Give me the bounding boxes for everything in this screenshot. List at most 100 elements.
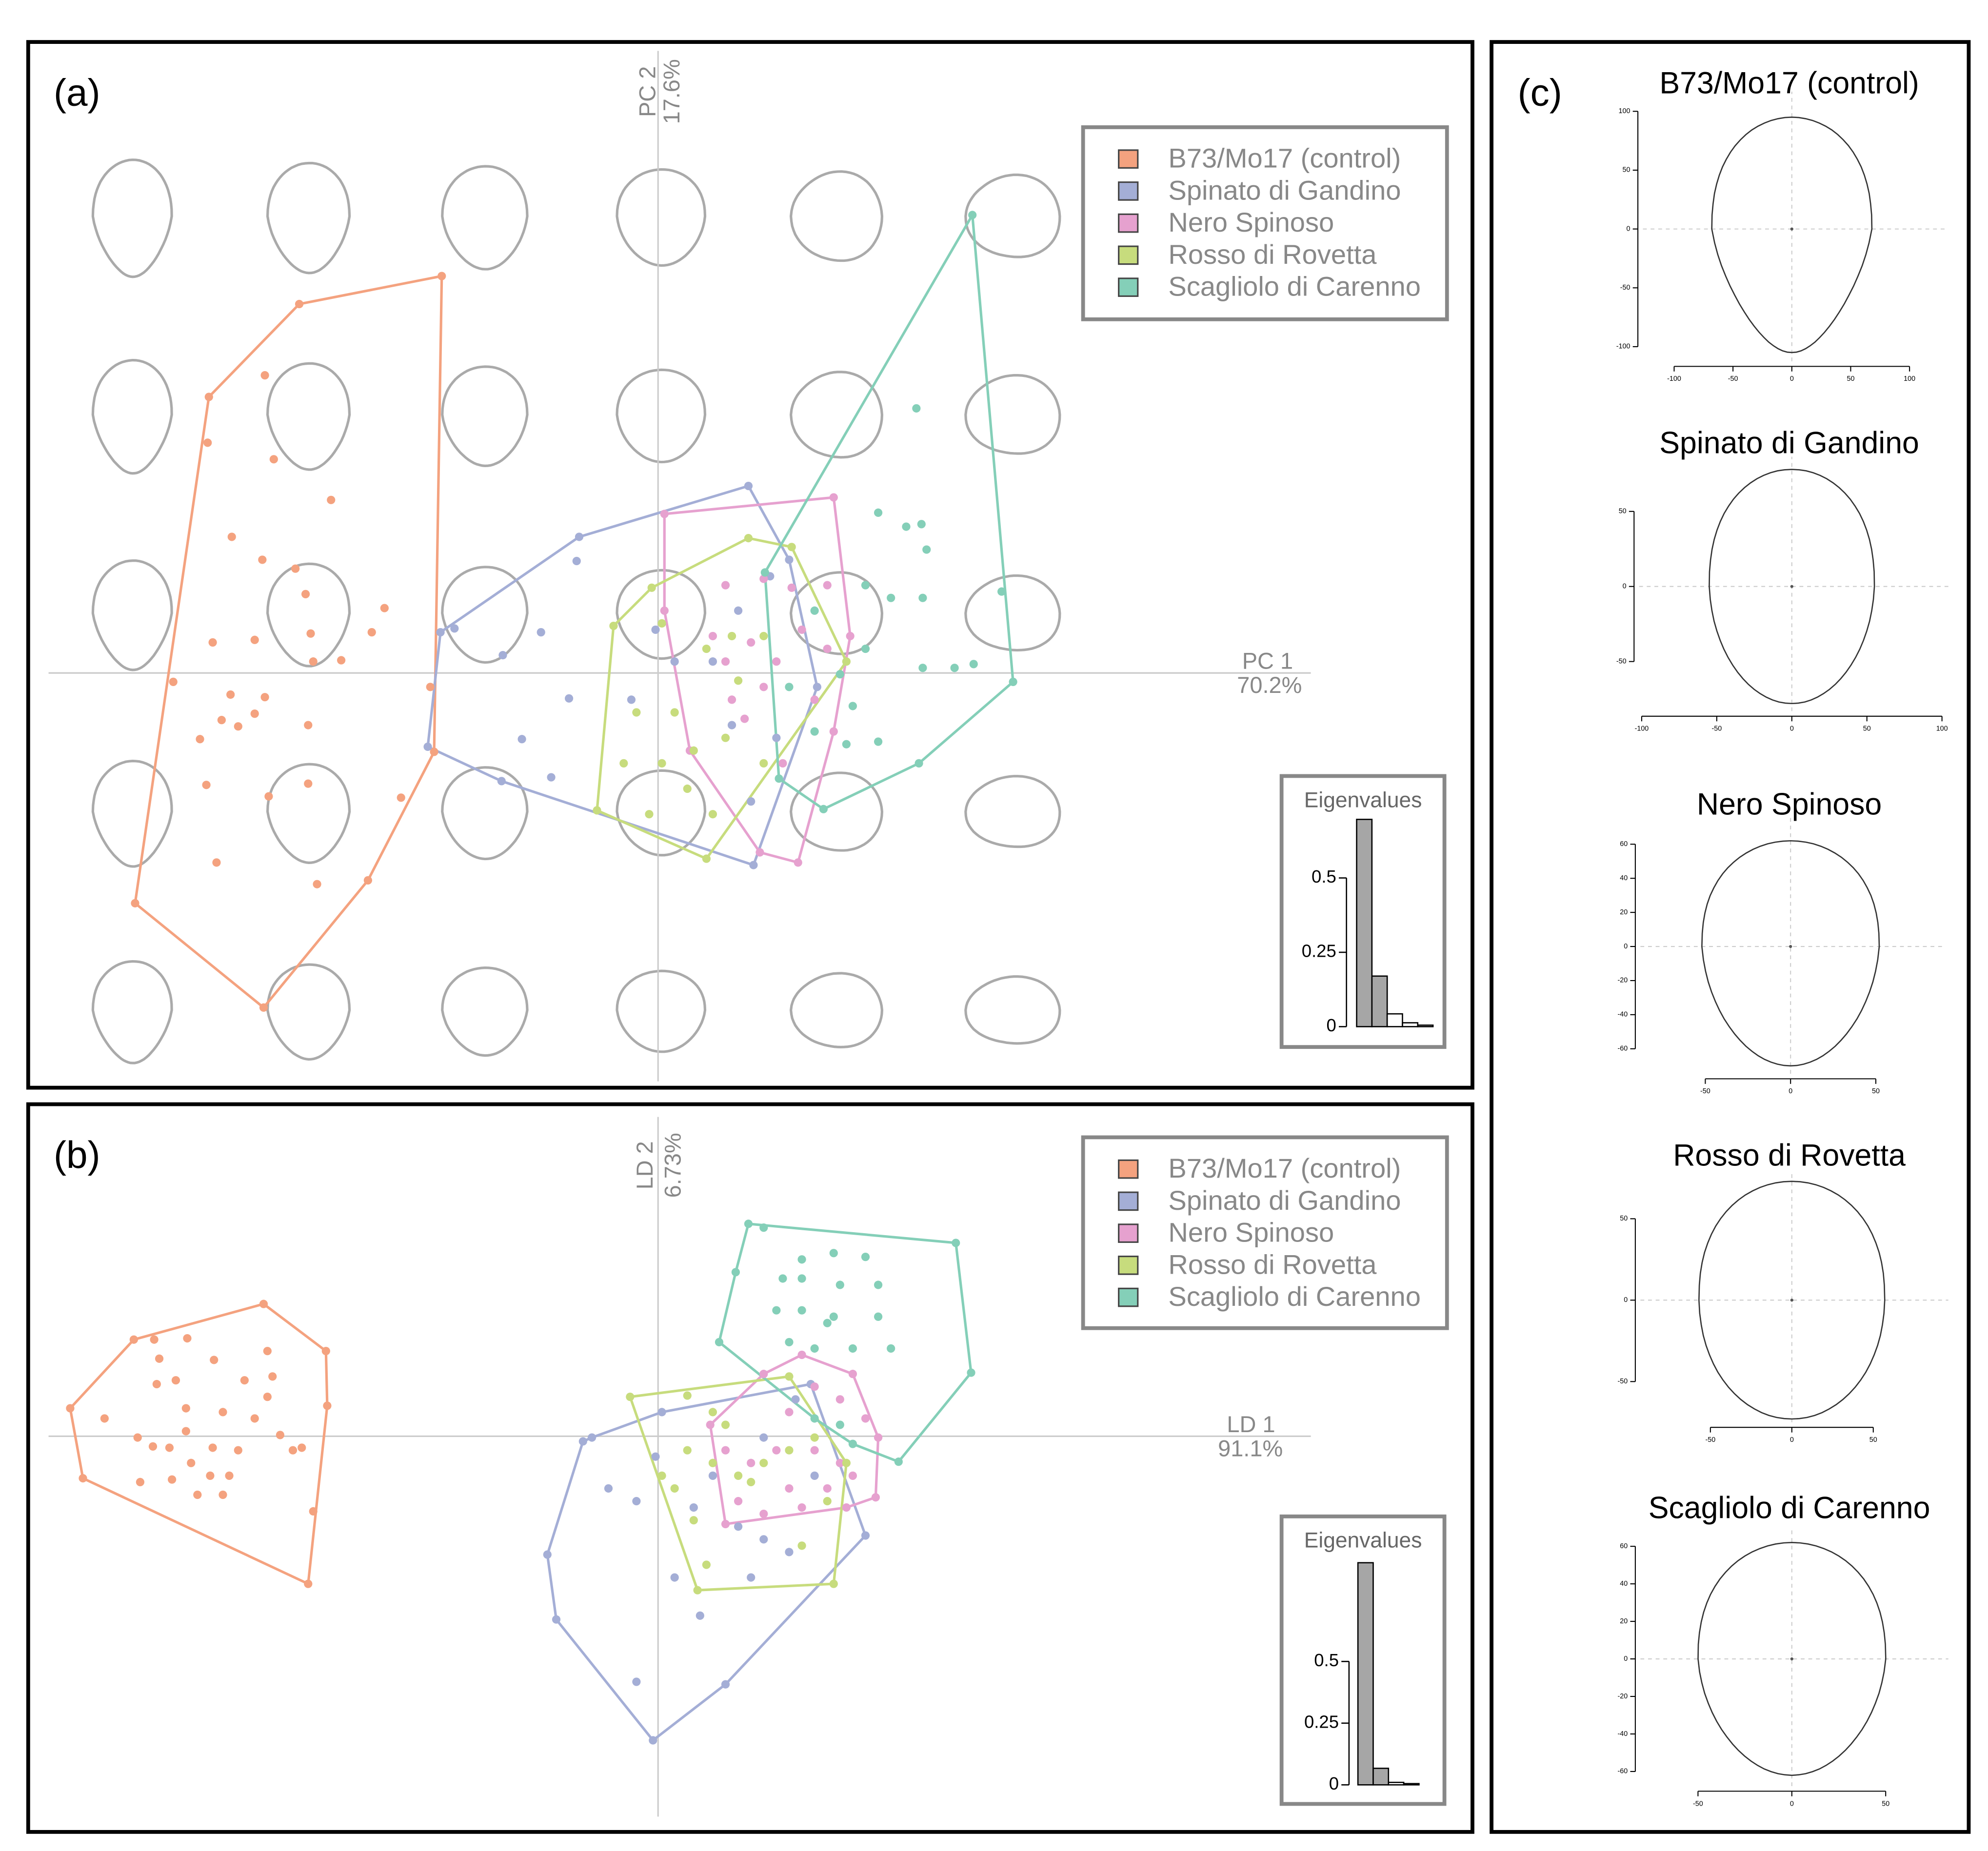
point — [327, 495, 336, 504]
legend-label: Nero Spinoso — [1168, 207, 1334, 237]
point — [276, 1431, 284, 1439]
x-tick-label: 0 — [1790, 1800, 1794, 1808]
point — [861, 1253, 870, 1261]
point — [772, 1446, 781, 1455]
y-tick-label: 0 — [1624, 943, 1628, 950]
point — [208, 1443, 217, 1452]
point — [702, 1560, 711, 1569]
point — [914, 759, 923, 768]
shape-outline — [789, 972, 884, 1049]
point — [152, 1379, 161, 1389]
x-tick-label: 100 — [1936, 725, 1948, 733]
y-axis-label: PC 2 — [634, 66, 660, 117]
point — [651, 1452, 660, 1461]
y-tick-label: 60 — [1620, 1542, 1628, 1550]
point — [874, 1433, 883, 1442]
point — [657, 759, 666, 768]
y-tick-label: 50 — [1619, 508, 1627, 515]
point — [250, 635, 259, 644]
point — [657, 1471, 666, 1480]
mean-shape — [1698, 1181, 1886, 1420]
point — [269, 455, 278, 464]
shape-outline — [441, 365, 529, 468]
y-tick-label: -40 — [1618, 1730, 1628, 1738]
point — [823, 581, 832, 590]
point — [208, 638, 217, 647]
point — [874, 508, 883, 517]
point — [708, 1471, 717, 1480]
point — [747, 1458, 755, 1467]
shape-outline — [616, 368, 707, 464]
point — [708, 657, 717, 666]
legend-box — [1081, 1135, 1449, 1330]
point — [689, 1503, 698, 1512]
bar — [1417, 1024, 1434, 1027]
point — [744, 533, 753, 543]
point — [721, 657, 730, 666]
point — [683, 1391, 692, 1400]
centroid — [1790, 585, 1793, 588]
point — [823, 1484, 832, 1493]
point — [842, 1503, 851, 1512]
point — [759, 1223, 768, 1232]
hull — [628, 1375, 848, 1592]
point — [268, 1372, 277, 1381]
point — [689, 746, 698, 755]
legend-label: Spinato di Gandino — [1168, 1185, 1401, 1216]
point — [785, 1408, 794, 1417]
point — [150, 1335, 159, 1344]
point — [952, 1239, 960, 1247]
x-tick-label: 50 — [1869, 1436, 1877, 1444]
point — [747, 638, 755, 647]
point — [829, 727, 838, 736]
point — [79, 1474, 87, 1483]
point — [547, 773, 556, 782]
point — [922, 545, 931, 554]
point — [696, 1611, 704, 1620]
point — [810, 606, 819, 615]
point — [183, 1334, 192, 1343]
legend-swatch — [1118, 1256, 1139, 1275]
point — [187, 1458, 196, 1467]
point — [759, 1433, 768, 1442]
point — [787, 543, 796, 551]
legend-label: Rosso di Rovetta — [1168, 1249, 1377, 1280]
point — [136, 1477, 145, 1487]
point — [260, 371, 269, 380]
point — [165, 1443, 174, 1452]
point — [797, 1350, 806, 1359]
point — [131, 899, 139, 907]
point — [575, 532, 584, 541]
legend-label: Nero Spinoso — [1168, 1217, 1334, 1248]
point — [861, 581, 870, 590]
point — [734, 606, 743, 615]
point — [887, 593, 895, 602]
point — [721, 733, 730, 742]
point — [823, 1497, 832, 1506]
point — [871, 1493, 880, 1502]
point — [785, 555, 794, 564]
shape-outline — [441, 966, 529, 1057]
point — [842, 740, 851, 748]
point — [969, 660, 978, 669]
point — [842, 657, 851, 666]
point — [1009, 677, 1017, 686]
point — [645, 810, 654, 819]
point — [609, 621, 618, 630]
point — [810, 1471, 819, 1480]
point — [259, 1003, 268, 1012]
y-tick-label: 0 — [1624, 1655, 1628, 1663]
point — [848, 1370, 857, 1378]
point — [309, 657, 318, 666]
inset-title: Eigenvalues — [1304, 788, 1422, 812]
x-tick-label: -50 — [1712, 725, 1722, 733]
x-tick-label: 50 — [1847, 375, 1854, 383]
point — [604, 1484, 613, 1493]
y-tick-label: 0.25 — [1302, 941, 1336, 961]
point — [295, 299, 304, 309]
point — [537, 628, 545, 637]
point — [731, 1268, 740, 1277]
point — [861, 1531, 870, 1540]
shape-outline — [616, 769, 707, 857]
point — [498, 650, 507, 660]
